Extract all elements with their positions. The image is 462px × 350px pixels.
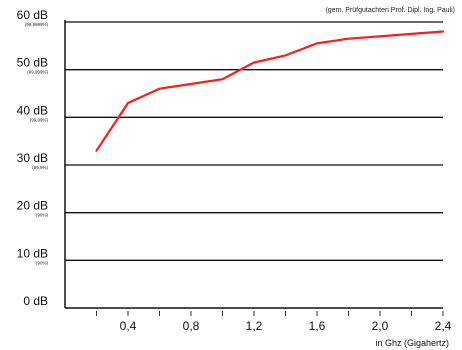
- y-tick-label-30: 30 dB: [17, 151, 48, 165]
- y-tick-label-10: 10 dB: [17, 246, 48, 260]
- x-tick-label-0: 0,4: [120, 319, 137, 333]
- x-tick-label-2: 1,2: [246, 319, 263, 333]
- grid-layer: [65, 21, 443, 261]
- y-tick-label-60: 60 dB: [17, 8, 48, 22]
- y-tick-sublabel-40: (99,99%): [30, 117, 49, 122]
- y-tick-label-0: 0 dB: [23, 294, 48, 308]
- x-tick-label-1: 0,8: [183, 319, 200, 333]
- y-tick-sublabel-30: (99,9%): [32, 165, 48, 170]
- x-tick-label-5: 2,4: [435, 319, 452, 333]
- y-tick-label-50: 50 dB: [17, 56, 48, 70]
- y-tick-sublabel-10: (90%): [36, 260, 49, 265]
- y-tick-sublabel-60: (99,9999%): [25, 22, 49, 27]
- series-line-0: [95, 30, 445, 152]
- y-tick-label-40: 40 dB: [17, 103, 48, 117]
- x-tick-label-4: 2,0: [372, 319, 389, 333]
- label-layer: (gem. Prüfgutachten Prof. Dipl. Ing. Pau…: [17, 7, 455, 348]
- y-tick-label-20: 20 dB: [17, 199, 48, 213]
- x-axis-title: in Ghz (Gigahertz): [375, 338, 449, 348]
- y-tick-sublabel-50: (99,999%): [27, 70, 48, 75]
- x-tick-label-3: 1,6: [309, 319, 326, 333]
- y-tick-sublabel-20: (99%): [36, 213, 49, 218]
- series-layer: [95, 30, 445, 152]
- axis-layer: [64, 20, 444, 316]
- source-note: (gem. Prüfgutachten Prof. Dipl. Ing. Pau…: [325, 7, 455, 14]
